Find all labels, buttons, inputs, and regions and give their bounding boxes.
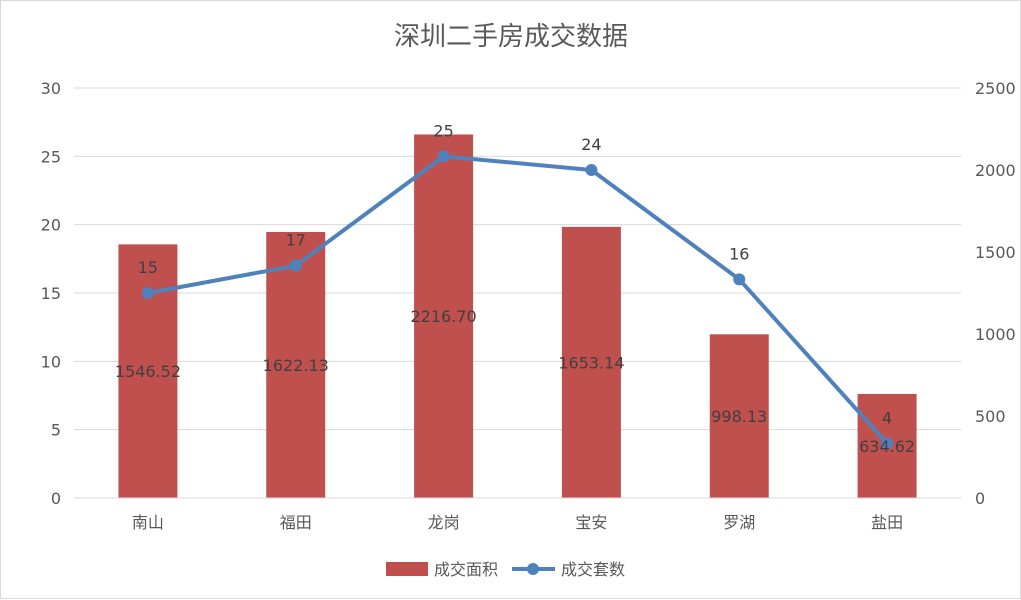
x-tick-label: 盐田: [871, 513, 903, 532]
line-data-label: 15: [138, 258, 158, 277]
legend-label-count: 成交套数: [561, 560, 625, 579]
y-axis-secondary: 0 500 1000 1500 2000 2500: [975, 79, 1016, 508]
line-point: [881, 437, 894, 450]
bar: [561, 226, 621, 498]
bar: [118, 244, 178, 498]
y2-tick-label: 2000: [975, 161, 1016, 180]
x-tick-label: 福田: [280, 513, 312, 532]
bar-data-labels: 1546.52 1622.13 2216.70 1653.14 998.13 634.62: [115, 307, 915, 456]
line-point: [141, 287, 154, 299]
legend-label-area: 成交面积: [434, 560, 498, 579]
y2-tick-label: 500: [975, 407, 1006, 426]
series-line: [147, 154, 889, 445]
line-data-label: 25: [433, 121, 453, 140]
bar: [709, 334, 769, 498]
bar-data-label: 1653.14: [558, 353, 624, 372]
bar: [414, 134, 474, 499]
y-tick-label: 20: [41, 216, 61, 235]
bar-data-label: 998.13: [711, 407, 767, 426]
y-tick-label: 30: [41, 79, 61, 98]
y-tick-label: 25: [41, 147, 61, 166]
y2-tick-label: 0: [975, 489, 985, 508]
bar-data-label: 634.62: [859, 437, 915, 456]
x-axis: 南山 福田 龙岗 宝安 罗湖 盐田: [74, 497, 961, 532]
y2-tick-label: 1000: [975, 325, 1016, 344]
line-point: [733, 273, 746, 286]
x-tick-label: 南山: [132, 513, 164, 532]
y-tick-label: 15: [41, 284, 61, 303]
line-point: [289, 259, 302, 272]
bar: [266, 231, 326, 498]
legend: 成交面积 成交套数: [386, 560, 625, 579]
y2-tick-label: 1500: [975, 243, 1016, 262]
line-data-label: 4: [882, 408, 892, 427]
line-data-label: 17: [286, 231, 306, 250]
gridlines: [74, 87, 961, 431]
chart-title: 深圳二手房成交数据: [394, 22, 628, 52]
x-tick-label: 罗湖: [723, 513, 755, 532]
bar-data-label: 1546.52: [115, 362, 181, 381]
bar-data-label: 1622.13: [263, 356, 329, 375]
line-data-labels: 15 17 25 24 16 4: [138, 121, 892, 427]
line-point: [585, 164, 598, 176]
legend-marker-count: [527, 563, 539, 575]
line-data-label: 24: [581, 135, 601, 154]
x-tick-label: 宝安: [575, 513, 607, 532]
y-tick-label: 5: [51, 421, 61, 440]
line-series: [141, 150, 894, 450]
y-tick-label: 0: [51, 489, 61, 508]
x-tick-label: 龙岗: [428, 513, 460, 532]
line-point: [437, 150, 450, 163]
y2-tick-label: 2500: [975, 79, 1016, 98]
bar-data-label: 2216.70: [410, 307, 476, 326]
y-tick-label: 10: [41, 352, 61, 371]
line-data-label: 16: [729, 244, 749, 263]
legend-swatch-area: [386, 562, 428, 576]
y-axis-primary: 0 5 10 15 20 25 30: [41, 79, 61, 508]
bar-series: [118, 134, 917, 499]
